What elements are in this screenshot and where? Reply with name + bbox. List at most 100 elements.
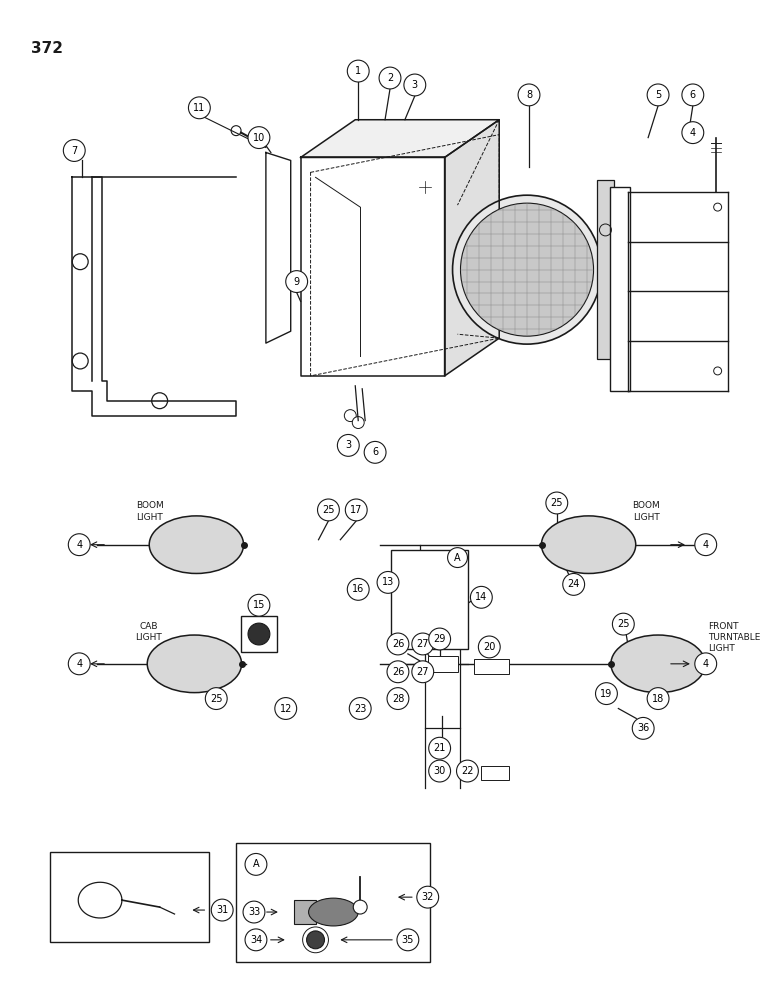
Text: 4: 4 [690,128,696,138]
Text: BOOM: BOOM [136,501,164,510]
Text: 8: 8 [526,90,532,100]
Text: 11: 11 [193,103,205,113]
Bar [611,187,630,391]
Circle shape [364,441,386,463]
Text: 1: 1 [355,66,361,76]
Text: 10: 10 [253,133,265,143]
Circle shape [682,122,704,144]
Circle shape [347,578,369,600]
Text: 4: 4 [76,659,83,669]
Circle shape [317,499,339,521]
Circle shape [478,636,500,658]
Ellipse shape [611,635,705,693]
Circle shape [248,623,270,645]
Circle shape [379,67,401,89]
Circle shape [429,737,451,759]
Circle shape [231,126,241,136]
Bar [51,852,209,942]
Circle shape [695,534,717,556]
Bar [474,659,509,674]
Text: 9: 9 [293,277,300,287]
Circle shape [349,698,371,719]
Text: 2: 2 [387,73,393,83]
Ellipse shape [149,516,243,573]
Bar [294,900,316,924]
Text: LIGHT: LIGHT [707,644,735,653]
Circle shape [275,698,296,719]
Circle shape [633,717,654,739]
Circle shape [397,929,419,951]
Circle shape [404,74,426,96]
Polygon shape [300,120,499,157]
Circle shape [647,688,669,709]
Circle shape [248,594,270,616]
Bar [236,843,430,962]
Text: 26: 26 [392,667,404,677]
Circle shape [285,271,307,292]
Text: 4: 4 [703,540,709,550]
Text: 17: 17 [350,505,363,515]
Circle shape [417,886,438,908]
Text: 30: 30 [434,766,445,776]
Text: 29: 29 [434,634,446,644]
Circle shape [518,84,540,106]
Text: 14: 14 [475,592,488,602]
Text: 12: 12 [279,704,292,714]
Circle shape [377,571,399,593]
Text: 33: 33 [248,907,260,917]
Text: 15: 15 [253,600,265,610]
Circle shape [69,534,90,556]
Circle shape [695,653,717,675]
Text: LIGHT: LIGHT [633,513,660,522]
Text: 28: 28 [392,694,404,704]
Circle shape [338,434,360,456]
Polygon shape [300,157,445,376]
Circle shape [448,548,467,568]
Text: 3: 3 [412,80,418,90]
Text: A: A [454,553,461,563]
Circle shape [248,127,270,149]
Polygon shape [445,120,499,376]
Text: LIGHT: LIGHT [136,513,163,522]
Text: 21: 21 [434,743,446,753]
Circle shape [562,573,584,595]
Circle shape [647,84,669,106]
Text: 25: 25 [551,498,563,508]
Circle shape [245,853,267,875]
Circle shape [63,140,85,161]
Circle shape [429,760,451,782]
Text: TURNTABLE: TURNTABLE [707,633,760,642]
Circle shape [353,900,367,914]
Ellipse shape [309,898,358,926]
Circle shape [243,901,265,923]
Text: 5: 5 [655,90,661,100]
Circle shape [69,653,90,675]
Text: 27: 27 [417,639,429,649]
Circle shape [546,492,568,514]
Text: 4: 4 [76,540,83,550]
Text: 13: 13 [382,577,394,587]
Text: 35: 35 [402,935,414,945]
Text: A: A [253,859,259,869]
Text: 26: 26 [392,639,404,649]
Text: 18: 18 [652,694,665,704]
Circle shape [307,931,324,949]
Text: 372: 372 [30,41,62,56]
Circle shape [456,760,478,782]
Polygon shape [266,152,291,343]
Text: 20: 20 [483,642,495,652]
Circle shape [387,661,409,683]
Text: BOOM: BOOM [633,501,660,510]
Text: 25: 25 [322,505,335,515]
Text: 25: 25 [210,694,222,704]
Circle shape [429,628,451,650]
Text: 24: 24 [568,579,580,589]
Circle shape [205,688,227,709]
Text: 3: 3 [346,440,351,450]
Text: 25: 25 [617,619,629,629]
Circle shape [460,203,594,336]
Ellipse shape [147,635,242,693]
Text: 31: 31 [216,905,229,915]
Circle shape [344,410,356,422]
Text: CAB: CAB [140,622,158,631]
